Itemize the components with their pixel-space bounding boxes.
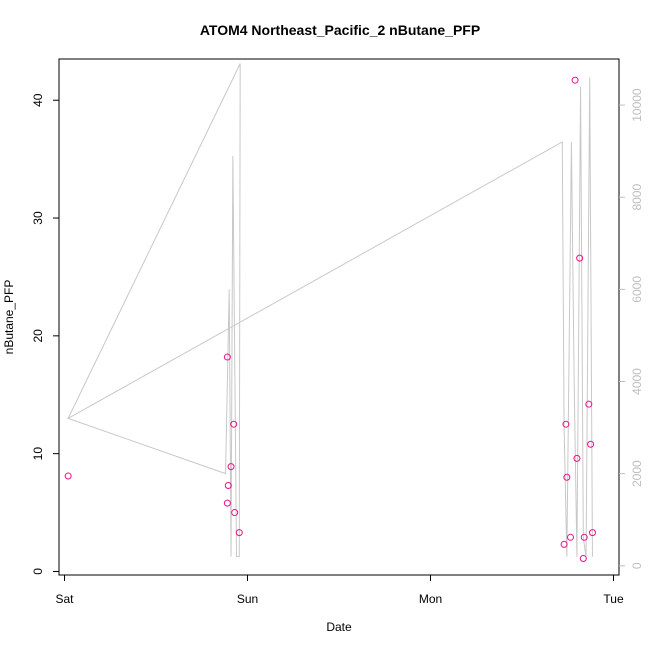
right-tick-label: 10000 <box>630 88 644 122</box>
right-tick-label: 4000 <box>630 368 644 395</box>
chart-title: ATOM4 Northeast_Pacific_2 nButane_PFP <box>200 22 480 38</box>
plot-area <box>58 58 620 576</box>
y-axis-label: nButane_PFP <box>2 280 16 355</box>
x-tick-label: Mon <box>419 592 442 606</box>
right-tick-label: 2000 <box>630 460 644 487</box>
y-tick-label: 40 <box>31 93 45 107</box>
x-tick-label: Sun <box>237 592 258 606</box>
data-point <box>576 254 584 262</box>
data-point <box>223 353 231 361</box>
data-point <box>588 529 596 537</box>
x-tick-label: Sat <box>55 592 74 606</box>
data-point <box>585 400 593 408</box>
data-point <box>571 76 579 84</box>
x-tick-label: Tue <box>603 592 624 606</box>
data-point <box>587 440 595 448</box>
data-point <box>235 529 243 537</box>
line-series <box>66 63 593 558</box>
x-axis-label: Date <box>326 620 352 634</box>
data-point <box>567 533 575 541</box>
x-axis: Sat Sun Mon Tue <box>55 575 624 606</box>
data-point <box>580 533 588 541</box>
data-point <box>223 499 231 507</box>
point-series <box>64 76 596 563</box>
data-point <box>573 454 581 462</box>
y-tick-label: 10 <box>31 447 45 461</box>
data-point <box>560 540 568 548</box>
data-point <box>64 472 72 480</box>
y-tick-label: 30 <box>31 211 45 225</box>
data-point <box>562 420 570 428</box>
data-point <box>227 463 235 471</box>
data-point <box>563 473 571 481</box>
y-tick-label: 20 <box>31 329 45 343</box>
right-tick-label: 6000 <box>630 276 644 303</box>
data-point <box>231 509 239 517</box>
right-tick-label: 8000 <box>630 184 644 211</box>
data-point <box>230 420 238 428</box>
right-tick-label: 0 <box>630 562 644 569</box>
y-tick-label: 0 <box>31 568 45 575</box>
y-axis: 0 10 20 30 40 <box>31 93 59 575</box>
data-point <box>224 481 232 489</box>
right-axis: 0 2000 4000 6000 8000 10000 <box>619 88 644 569</box>
data-point <box>579 555 587 563</box>
line-path <box>66 63 593 558</box>
